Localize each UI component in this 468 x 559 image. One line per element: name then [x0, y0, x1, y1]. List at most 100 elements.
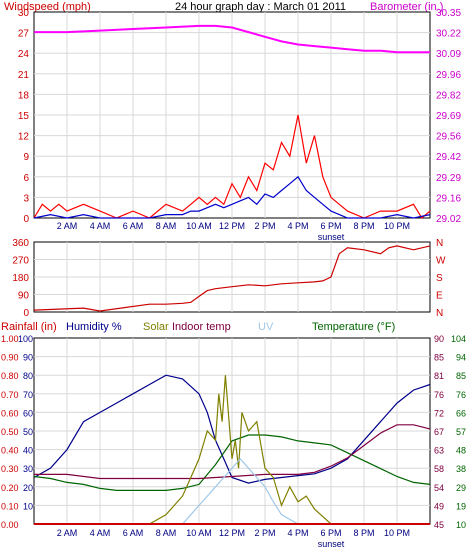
indoor-temp-tick-label: 58	[434, 464, 444, 474]
barometer-tick-label: 29.82	[436, 90, 461, 101]
windspeed-tick-label: 24	[18, 49, 30, 60]
direction-compass-tick-label: E	[436, 291, 443, 302]
windspeed-tick-label: 12	[18, 132, 30, 143]
wind-barometer-panel: 0 3 6 9 12 15 18 21 24 27 30 29.02 29.16 29.29 29.42 29…	[18, 8, 462, 242]
temperature-tick-label: 66	[456, 408, 466, 418]
windspeed-tick-label: 27	[18, 29, 30, 40]
sunset-label-top: sunset	[318, 232, 345, 242]
windspeed-tick-label: 6	[23, 173, 29, 184]
indoor-temp-tick-label: 54	[434, 483, 444, 493]
barometer-axis-label: Barometer (in.)	[370, 1, 443, 13]
windspeed-tick-label: 15	[18, 111, 30, 122]
temperature-tick-label: 76	[456, 390, 466, 400]
barometer-tick-label: 29.29	[436, 173, 461, 184]
rainfall-tick-label: 0.60	[1, 408, 19, 418]
humidity-tick-label: 10	[23, 501, 33, 511]
bot-xtick-label: 4 PM	[287, 528, 308, 538]
direction-degree-tick-label: 270	[12, 256, 29, 267]
wind-series-line	[33, 175, 431, 219]
indoor-temp-tick-label: 45	[434, 520, 444, 530]
bot-xtick-label: 8 AM	[156, 528, 177, 538]
humidity-tick-label: 90	[23, 353, 33, 363]
solar-series-line	[34, 375, 430, 525]
temperature-tick-label: 85	[456, 371, 466, 381]
rainfall-tick-label: 0.80	[1, 371, 19, 381]
indoor-temp-tick-label: 76	[434, 390, 444, 400]
rainfall-tick-label: 0.50	[1, 427, 19, 437]
bot-xtick-label: 12 PM	[219, 528, 245, 538]
rainfall-tick-label: 0.00	[1, 520, 19, 530]
barometer-tick-label: 30.09	[436, 49, 461, 60]
bot-xtick-label: 6 AM	[123, 528, 144, 538]
humidity-tick-label: 80	[23, 371, 33, 381]
indoor-temp-tick-label: 63	[434, 446, 444, 456]
windspeed-tick-label: 30	[18, 8, 30, 19]
legend-temperature: Temperature (°F)	[312, 321, 395, 333]
top-xtick-label: 10 PM	[384, 221, 410, 231]
windspeed-tick-label: 18	[18, 90, 30, 101]
weather-multi-panel: 0.00 0.10 0.20 0.30 0.40 0.50 0.60 0.70 0.80 0.90…	[1, 334, 466, 549]
temperature-tick-label: 10	[456, 520, 466, 530]
direction-degree-tick-label: 0	[23, 308, 29, 319]
top-xtick-label: 8 PM	[353, 221, 374, 231]
indoor-temp-tick-label: 85	[434, 353, 444, 363]
windspeed-tick-label: 0	[23, 214, 29, 225]
direction-compass-tick-label: N	[436, 308, 443, 319]
sunset-label-bottom: sunset	[318, 539, 345, 549]
humidity-tick-label: 30	[23, 464, 33, 474]
direction-degree-tick-label: 90	[18, 291, 30, 302]
bot-xtick-label: 4 AM	[90, 528, 111, 538]
windspeed-tick-label: 3	[23, 193, 29, 204]
rainfall-tick-label: 1.00	[1, 334, 19, 344]
top-xtick-label: 6 PM	[320, 221, 341, 231]
legend-indoor-temp: Indoor temp	[172, 321, 231, 333]
bot-xtick-label: 2 AM	[57, 528, 78, 538]
indoor-temp-tick-label: 49	[434, 501, 444, 511]
direction-compass-tick-label: N	[436, 238, 443, 249]
uv-series-line	[34, 457, 430, 525]
bot-xtick-label: 10 PM	[384, 528, 410, 538]
top-xtick-label: 2 PM	[254, 221, 275, 231]
temperature-tick-label: 29	[456, 483, 466, 493]
humidity-tick-label: 50	[23, 427, 33, 437]
rainfall-tick-label: 0.70	[1, 390, 19, 400]
rainfall-tick-label: 0.10	[1, 501, 19, 511]
barometer-tick-label: 29.42	[436, 152, 461, 163]
top-xtick-label: 4 PM	[287, 221, 308, 231]
indoor-series-line	[34, 424, 431, 480]
humidity-tick-label: 60	[23, 408, 33, 418]
barometer-tick-label: 29.96	[436, 70, 461, 81]
indoor-temp-tick-label: 90	[434, 334, 444, 344]
direction-compass-tick-label: W	[436, 256, 446, 267]
humidity-tick-label: 40	[23, 446, 33, 456]
barometer-tick-label: 29.16	[436, 193, 461, 204]
humidity-tick-label: 100	[18, 334, 33, 344]
bot-xtick-label: 10 AM	[186, 528, 212, 538]
temperature-tick-label: 48	[456, 446, 466, 456]
indoor-temp-tick-label: 72	[434, 408, 444, 418]
temperature-tick-label: 57	[456, 427, 466, 437]
humidity-tick-label: 20	[23, 483, 33, 493]
barometer-tick-label: 29.56	[436, 132, 461, 143]
indoor-temp-tick-label: 67	[434, 427, 444, 437]
temperature-tick-label: 38	[456, 464, 466, 474]
bot-xtick-label: 2 PM	[254, 528, 275, 538]
chart-title: 24 hour graph day : March 01 2011	[175, 1, 346, 13]
barometer-tick-label: 29.69	[436, 111, 461, 122]
rainfall-tick-label: 0.20	[1, 483, 19, 493]
legend-rainfall: Rainfall (in)	[1, 321, 57, 333]
rainfall-tick-label: 0.90	[1, 353, 19, 363]
bot-xtick-label: 8 PM	[353, 528, 374, 538]
windspeed-tick-label: 9	[23, 152, 29, 163]
indoor-temp-tick-label: 81	[434, 371, 444, 381]
barometer-tick-label: 30.35	[436, 8, 461, 19]
barometer-tick-label: 29.02	[436, 214, 461, 225]
temperature-series-line	[33, 434, 431, 491]
barometer-series-line	[34, 24, 430, 54]
top-xtick-label: 2 AM	[57, 221, 78, 231]
legend-humidity: Humidity %	[66, 321, 122, 333]
top-xtick-label: 4 AM	[90, 221, 111, 231]
windspeed-tick-label: 21	[18, 70, 30, 81]
top-xtick-label: 8 AM	[156, 221, 177, 231]
